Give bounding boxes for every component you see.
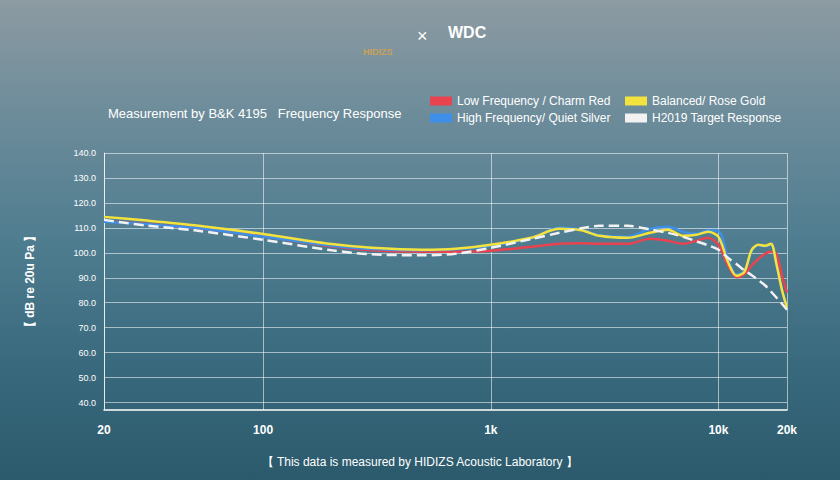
svg-text:90.0: 90.0 bbox=[78, 273, 96, 283]
svg-text:110.0: 110.0 bbox=[74, 223, 96, 233]
svg-text:20: 20 bbox=[97, 423, 111, 437]
svg-text:Low Frequency / Charm Red: Low Frequency / Charm Red bbox=[457, 94, 610, 108]
svg-text:100.0: 100.0 bbox=[73, 248, 96, 258]
svg-text:130.0: 130.0 bbox=[73, 173, 96, 183]
svg-text:1k: 1k bbox=[484, 423, 498, 437]
svg-text:20k: 20k bbox=[777, 423, 797, 437]
svg-text:50.0: 50.0 bbox=[78, 373, 96, 383]
svg-text:120.0: 120.0 bbox=[73, 198, 96, 208]
svg-text:60.0: 60.0 bbox=[78, 348, 96, 358]
svg-text:40.0: 40.0 bbox=[78, 398, 96, 408]
svg-text:140.0: 140.0 bbox=[73, 148, 96, 158]
svg-text:Measurement by B&K 4195 Freq: Measurement by B&K 4195 Frequency Respon… bbox=[108, 106, 401, 121]
svg-text:High Frequency/ Quiet Silver: High Frequency/ Quiet Silver bbox=[457, 111, 610, 125]
svg-text:Balanced/ Rose Gold: Balanced/ Rose Gold bbox=[652, 94, 765, 108]
svg-text:10k: 10k bbox=[708, 423, 728, 437]
svg-text:×: × bbox=[417, 26, 428, 46]
svg-text:100: 100 bbox=[253, 423, 273, 437]
svg-text:H2019 Target Response: H2019 Target Response bbox=[652, 111, 782, 125]
svg-text:【 This data is measured by HID: 【 This data is measured by HIDIZS Acoust… bbox=[262, 455, 578, 469]
svg-text:HIDIZS: HIDIZS bbox=[363, 47, 393, 57]
svg-text:70.0: 70.0 bbox=[78, 323, 96, 333]
svg-text:80.0: 80.0 bbox=[78, 298, 96, 308]
svg-text:【 dB re 20u Pa 】: 【 dB re 20u Pa 】 bbox=[23, 230, 37, 333]
svg-text:WDC: WDC bbox=[448, 24, 487, 41]
